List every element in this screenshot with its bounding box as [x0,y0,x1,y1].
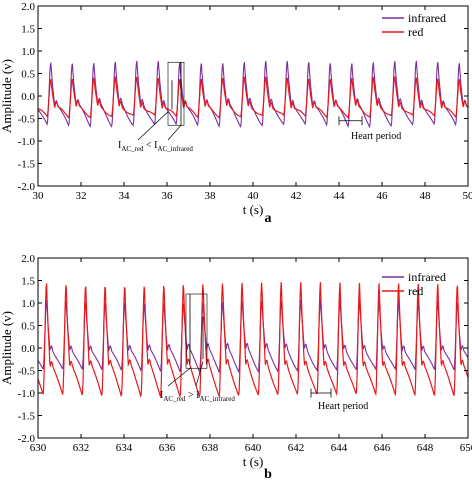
x-tick-label: 46 [377,190,389,202]
y-tick-label: 2.0 [21,1,35,13]
y-axis-label: Amplitude (v) [0,311,14,385]
x-tick-label: 34 [119,190,131,202]
y-tick-label: -2.0 [18,433,36,445]
y-tick-label: -0.5 [18,114,36,126]
chart-panel-a: 30 32 34 36 38 40 42 44 46 48 50 -2.0 -1.5 -1.0 -0.5 0.… [0,1,472,226]
y-tick-label: 1.5 [21,24,35,36]
y-tick-label: -2.0 [18,181,36,193]
x-tick-label: 40 [248,190,260,202]
leader-line [137,111,169,141]
panel-label: a [265,211,272,226]
amplitude-comparison-label: IAC_red > IAC_infrared [160,390,235,403]
period-label: Heart period [351,131,401,142]
x-tick-label: 638 [202,442,219,454]
x-tick-label: 632 [73,442,90,454]
series-line-red [37,76,469,119]
y-tick-label: -0.5 [18,366,36,378]
x-axis-label: t (s) [243,202,264,217]
x-tick-label: 50 [463,190,472,202]
leader-line [167,367,191,387]
y-tick-label: -1.5 [18,159,36,171]
legend-label-infrared: infrared [408,11,446,25]
amplitude-box [167,61,185,126]
leader-line [195,361,204,387]
y-axis-label: Amplitude (v) [0,59,14,133]
x-tick-label: 650 [460,442,472,454]
x-tick-label: 644 [331,442,348,454]
y-tick-label: 1.0 [21,46,35,58]
x-tick-label: 30 [33,190,45,202]
legend-label-red: red [408,25,423,39]
y-tick-label: 0.5 [21,321,35,333]
y-tick-label: 0.0 [21,91,35,103]
series-line-infrared [37,299,469,374]
y-tick-label: 1.5 [21,276,35,288]
plot-frame [37,5,469,187]
amplitude-comparison-label: IAC_red < IAC_infrared [118,140,193,153]
y-tick-label: -1.0 [18,388,36,400]
x-tick-label: 648 [417,442,434,454]
x-axis-label: t (s) [243,454,264,469]
amplitude-box [185,293,208,369]
leader-line [167,125,182,141]
y-tick-label: 0.0 [21,343,35,355]
plot-frame [37,257,469,439]
series-line-red [37,282,469,399]
x-tick-label: 36 [162,190,174,202]
x-tick-label: 32 [76,190,87,202]
x-tick-label: 48 [420,190,432,202]
x-tick-label: 42 [291,190,302,202]
x-tick-label: 640 [245,442,262,454]
y-tick-label: 1.0 [21,298,35,310]
annotation-group: IAC_red < IAC_infrared Heart period [118,61,401,153]
y-tick-label: -1.0 [18,136,36,148]
period-label: Heart period [318,401,368,412]
legend-label-infrared: infrared [408,270,446,284]
x-tick-label: 630 [30,442,47,454]
y-tick-label: 2.0 [21,253,35,265]
panel-label: b [264,467,272,482]
y-tick-label: -1.5 [18,411,36,423]
x-tick-label: 642 [288,442,305,454]
legend-label-red: red [408,284,423,298]
y-tick-label: 0.5 [21,69,35,81]
chart-panel-b: 630 632 634 636 638 640 642 644 646 648 650 -2.0 -1.… [0,253,472,482]
x-tick-label: 44 [334,190,346,202]
series-line-infrared [37,60,469,129]
x-tick-label: 38 [205,190,217,202]
x-tick-label: 636 [159,442,176,454]
x-tick-label: 634 [116,442,133,454]
x-tick-label: 646 [374,442,391,454]
annotation-group: IAC_red > IAC_infrared Heart period [160,293,368,412]
